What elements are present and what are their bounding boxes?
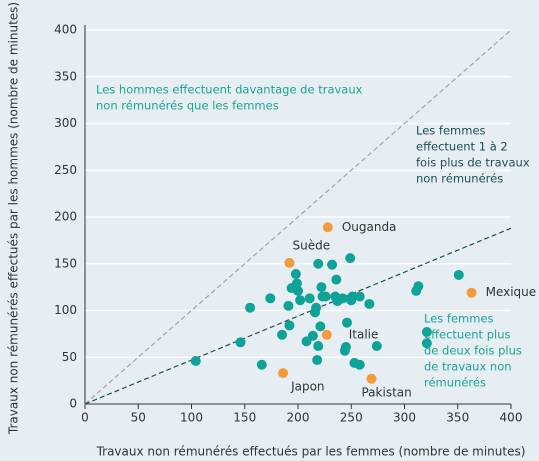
annotation: Les femmes [416,124,486,138]
point [315,321,326,332]
point [313,258,324,269]
point [283,300,294,311]
point-label: Italie [349,327,379,341]
point [295,295,306,306]
annotation: fois plus de travaux [416,156,530,170]
annotation: non rémunérés [416,172,503,186]
point-label: Japon [290,380,324,394]
point [290,269,301,280]
point [235,337,246,348]
x-tick-label: 400 [500,411,523,425]
x-axis-label: Travaux non rémunérés effectués par les … [96,445,526,459]
y-tick-label: 50 [62,350,77,364]
x-tick-label: 100 [180,411,203,425]
annotation: non rémunérés que les femmes [96,99,279,113]
annotation: de travaux non [424,360,512,374]
y-tick-label: 100 [54,303,77,317]
x-tick-label: 350 [446,411,469,425]
y-axis-label: Travaux non rémunérés effectués par les … [7,2,21,435]
point [421,338,432,349]
y-tick-label: 200 [54,210,77,224]
point [322,222,333,233]
point [466,287,477,298]
x-tick-label: 250 [340,411,363,425]
point [371,341,382,352]
point [364,298,375,309]
y-tick-label: 300 [54,116,77,130]
x-tick-label: 0 [81,411,89,425]
point [190,355,201,366]
point [304,293,315,304]
y-tick-label: 400 [54,23,77,37]
point-label: Pakistan [361,385,411,399]
point [347,291,358,302]
x-tick-label: 150 [233,411,256,425]
annotation: rémunérés [424,376,486,390]
y-tick-label: 150 [54,256,77,270]
point [312,355,323,366]
point [256,359,267,370]
x-tick-label: 300 [393,411,416,425]
point [337,293,348,304]
point [331,274,342,285]
point [307,330,318,341]
point [421,327,432,338]
point [284,257,295,268]
reference-line [84,29,512,405]
point [245,302,256,313]
point [354,291,365,302]
x-tick-label: 50 [131,411,146,425]
y-tick-label: 250 [54,163,77,177]
point-label: Mexique [486,285,537,299]
point [316,282,327,293]
annotation: effectuent plus [424,328,511,342]
point [321,329,332,340]
point [413,281,424,292]
annotation: effectuent 1 à 2 [416,140,508,154]
y-tick-label: 350 [54,69,77,83]
point [320,291,331,302]
point [278,368,289,379]
point [291,278,302,289]
point [341,317,352,328]
point [453,269,464,280]
annotation: de deux fois plus [424,344,522,358]
point-label: Ouganda [342,220,397,234]
reference-line [84,227,512,405]
point [366,373,377,384]
point [313,341,324,352]
y-tick-label: 0 [69,397,77,411]
point-label: Suède [292,238,330,252]
point [265,293,276,304]
point [340,341,351,352]
point [327,259,338,270]
annotation: Les femmes [424,312,494,326]
point [284,320,295,331]
point [311,302,322,313]
point [293,285,303,296]
point [354,359,365,370]
x-tick-label: 200 [287,411,310,425]
annotation: Les hommes effectuent davantage de trava… [96,83,363,97]
point [277,329,288,340]
point [345,253,356,264]
